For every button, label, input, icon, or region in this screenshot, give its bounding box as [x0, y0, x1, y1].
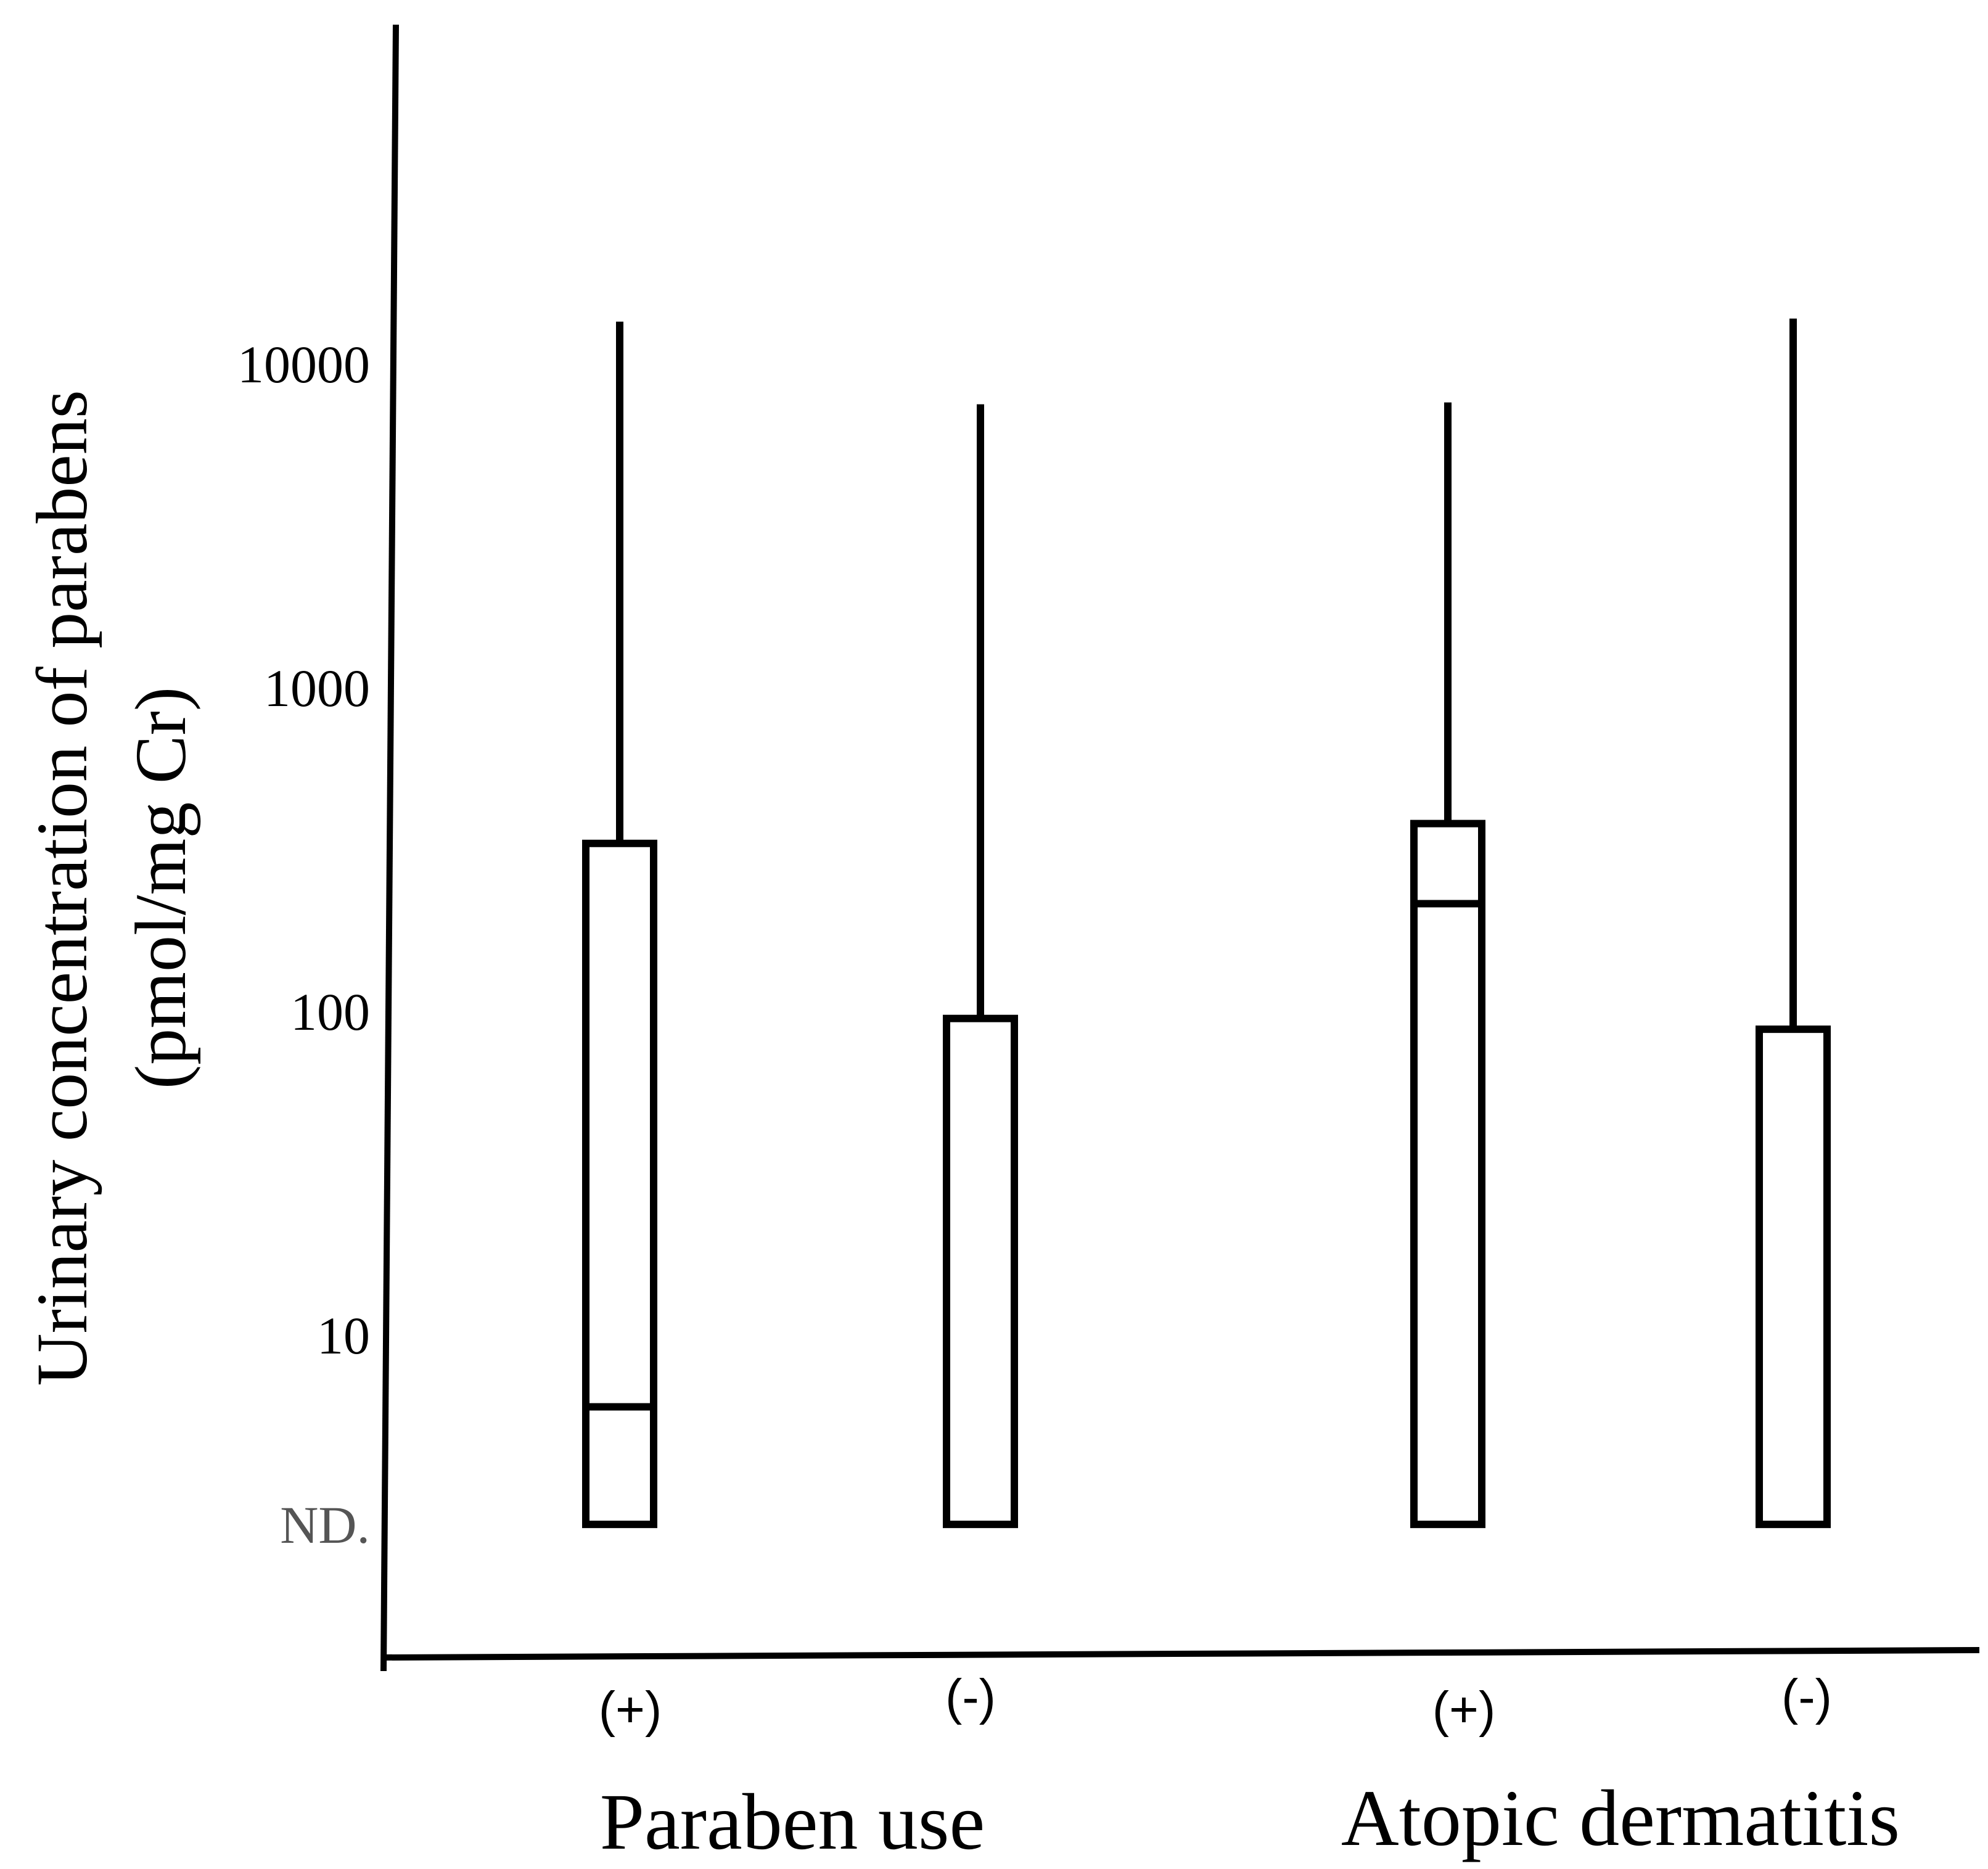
category-label: (-): [1781, 1669, 1832, 1725]
y-axis-line: [380, 24, 399, 1672]
box-4: [1756, 318, 1831, 1529]
box-iqr: [1410, 819, 1485, 1529]
group-label-atopic-dermatitis: Atopic dermatitis: [1341, 1774, 1900, 1863]
y-tick-label: 1000: [264, 659, 370, 718]
box-2: [943, 404, 1018, 1529]
category-label: (+): [599, 1682, 662, 1738]
y-axis-title-line1: Urinary concentration of parabens: [22, 390, 102, 1386]
y-tick-label: 10000: [237, 335, 370, 394]
y-axis-title-line2: (pmol/mg Cr): [120, 687, 201, 1089]
box-iqr: [943, 1014, 1018, 1529]
box-1: [582, 321, 657, 1529]
box-3: [1410, 402, 1485, 1529]
group-label-paraben-use: Paraben use: [600, 1778, 985, 1867]
x-axis-line: [383, 1647, 1980, 1661]
y-tick-labels: 10000 1000 100 10 ND.: [237, 335, 370, 1555]
category-label: (+): [1432, 1682, 1496, 1738]
category-labels: (+) (-) (+) (-): [599, 1669, 1832, 1738]
category-label: (-): [945, 1669, 996, 1725]
y-tick-label: 10: [317, 1306, 370, 1365]
box-series: [582, 318, 1831, 1529]
box-iqr: [582, 839, 657, 1529]
box-iqr: [1756, 1025, 1831, 1529]
y-tick-label: 100: [290, 982, 370, 1041]
y-tick-label: ND.: [280, 1495, 370, 1555]
